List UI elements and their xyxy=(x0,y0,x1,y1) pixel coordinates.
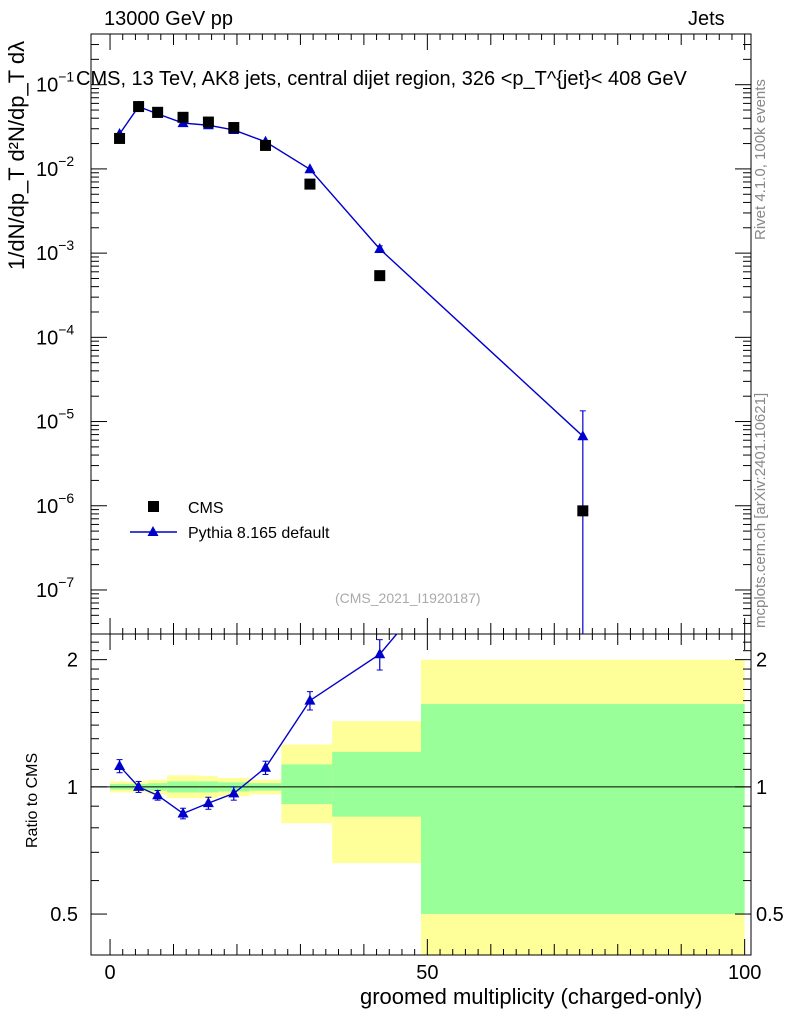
x-tick-label: 0 xyxy=(104,962,115,984)
cms-point xyxy=(260,139,272,151)
main-y-tick-label: 10−2 xyxy=(36,153,74,181)
ratio-plot-area xyxy=(114,634,398,820)
ratio-y-tick-label: 0.5 xyxy=(50,904,78,926)
main-y-ticks: 10−7 10−6 10−5 10−4 10−3 10−2 10−1 xyxy=(36,33,751,635)
ratio-pythia-point xyxy=(228,787,240,798)
ratio-pythia-point xyxy=(304,694,316,705)
cms-point xyxy=(228,122,240,134)
main-y-tick-label: 10−1 xyxy=(36,69,74,97)
main-y-tick-label: 10−6 xyxy=(36,490,74,518)
ratio-pythia-point xyxy=(260,761,272,772)
ratio-pythia-point xyxy=(202,797,214,808)
legend-pythia-label: Pythia 8.165 default xyxy=(188,525,330,542)
main-y-tick-label: 10−4 xyxy=(36,321,74,349)
main-y-tick-label: 10−7 xyxy=(36,574,74,602)
pythia-point xyxy=(304,163,316,174)
plot-title: CMS, 13 TeV, AK8 jets, central dijet reg… xyxy=(76,68,687,91)
pythia-point xyxy=(577,430,589,441)
main-plot-area xyxy=(114,100,589,634)
cms-point xyxy=(374,270,386,282)
ratio-y-tick-label-right: 1 xyxy=(756,777,767,799)
pythia-line xyxy=(118,105,584,437)
cms-point xyxy=(152,106,164,118)
cms-point xyxy=(133,101,145,113)
cms-point xyxy=(304,178,316,190)
ratio-y-tick-label-right: 2 xyxy=(756,650,767,672)
ratio-pythia-point xyxy=(374,648,386,659)
x-ticks: 0 50 100 xyxy=(104,34,761,984)
ratio-pythia-point xyxy=(152,789,164,800)
green-band-8 xyxy=(332,751,421,817)
x-tick-label: 50 xyxy=(416,962,438,984)
ratio-pythia-point xyxy=(177,807,189,818)
analysis-id-label: (CMS_2021_I1920187) xyxy=(335,590,481,606)
ratio-frame xyxy=(90,633,752,956)
x-axis-label: groomed multiplicity (charged-only) xyxy=(360,984,703,1009)
main-y-tick-label: 10−5 xyxy=(36,406,74,434)
cms-point xyxy=(202,116,214,128)
green-band-9 xyxy=(421,704,745,915)
pythia-point xyxy=(374,242,386,253)
ratio-pythia-point xyxy=(133,780,145,791)
legend-pythia-marker xyxy=(147,526,159,536)
header-energy: 13000 GeV pp xyxy=(104,8,233,30)
legend: CMS Pythia 8.165 default xyxy=(130,500,330,542)
plot-title-text: CMS, 13 TeV, AK8 jets, central dijet reg… xyxy=(76,68,687,90)
cms-point xyxy=(577,505,589,517)
uncertainty-bands xyxy=(110,659,745,955)
cms-point xyxy=(177,111,189,123)
ratio-pythia-line xyxy=(119,634,398,815)
green-band-7 xyxy=(281,764,333,805)
cms-point xyxy=(114,132,126,144)
legend-cms-marker xyxy=(148,501,159,512)
ratio-pythia-point xyxy=(114,760,126,771)
ratio-y-tick-label: 2 xyxy=(67,650,78,672)
main-y-tick-label: 10−3 xyxy=(36,237,74,265)
x-tick-label: 100 xyxy=(728,962,761,984)
ratio-y-tick-label-right: 0.5 xyxy=(756,904,784,926)
ratio-y-tick-label: 1 xyxy=(67,777,78,799)
legend-cms-label: CMS xyxy=(188,500,224,517)
header-process: Jets xyxy=(688,8,725,30)
